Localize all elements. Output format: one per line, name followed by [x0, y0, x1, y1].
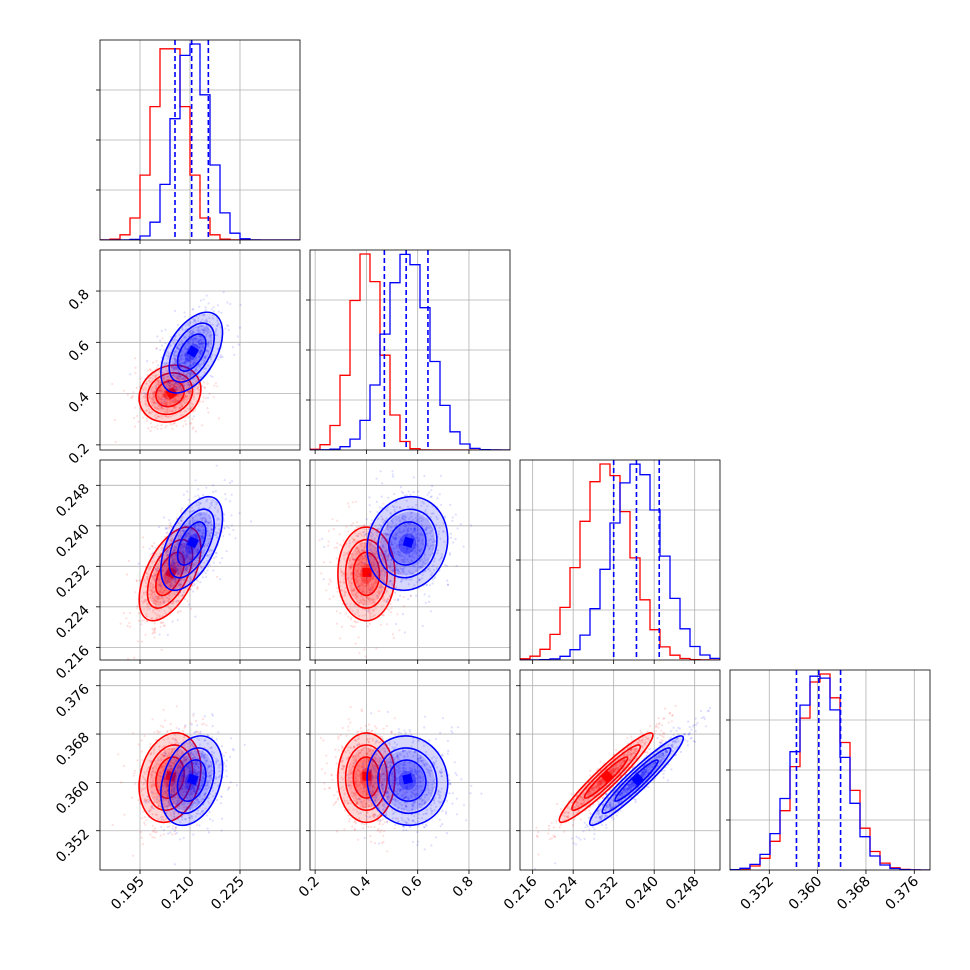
y-tick-label: 0.376 [53, 681, 93, 721]
x-tick-label: 0.360 [786, 874, 826, 914]
histogram-series_a [310, 253, 510, 450]
scatter-series_b [129, 291, 242, 418]
x-tick-label: 0.6 [398, 873, 425, 900]
x-tick-label: 0.8 [450, 874, 477, 901]
panel-3-3 [726, 669, 931, 874]
y-tick-label: 0.248 [53, 481, 93, 521]
histogram-series_a [520, 463, 720, 660]
y-tick-label: 0.232 [53, 562, 93, 602]
y-tick-label: 0.6 [66, 338, 93, 365]
panel-2-1 [306, 459, 511, 664]
x-tick-label: 0.240 [622, 874, 662, 914]
y-tick-label: 0.368 [53, 730, 93, 770]
panel-frame [99, 249, 301, 451]
x-tick-label: 0.195 [108, 874, 148, 914]
y-tick-label: 0.4 [66, 389, 93, 416]
scatter-series_a [111, 705, 231, 857]
density-series_a [558, 732, 654, 824]
histogram-series_a [100, 48, 300, 240]
grid [100, 670, 300, 870]
y-tick-label: 0.216 [53, 643, 93, 683]
x-tick-label: 0.352 [737, 874, 777, 914]
panel-frame [99, 669, 301, 871]
histogram-series_b [310, 253, 510, 450]
y-tick-label: 0.360 [53, 778, 93, 818]
grid [520, 670, 720, 870]
scatter-series_b [321, 470, 473, 634]
y-tick-label: 0.240 [53, 521, 93, 561]
scatter-series_a [318, 500, 413, 658]
x-tick-label: 0.216 [501, 873, 541, 913]
histogram-series_b [730, 675, 930, 870]
y-tick-label: 0.352 [53, 826, 93, 866]
panel-2-2 [516, 459, 721, 664]
panel-frame [309, 669, 511, 871]
density-series_b [366, 495, 449, 592]
panel-3-1 [306, 669, 511, 874]
x-tick-label: 0.376 [882, 873, 922, 913]
panel-1-0 [96, 249, 301, 454]
x-tick-label: 0.368 [834, 874, 874, 914]
panel-frame [519, 669, 721, 871]
panel-0-0 [96, 39, 301, 244]
x-tick-label: 0.225 [208, 874, 248, 914]
x-tick-label: 0.224 [541, 873, 581, 913]
x-tick-label: 0.232 [582, 874, 622, 914]
panel-3-2 [516, 669, 721, 874]
histogram-series_b [520, 463, 720, 660]
x-tick-label: 0.248 [663, 874, 703, 914]
grid [310, 250, 510, 450]
grid [310, 670, 510, 870]
y-tick-label: 0.224 [53, 602, 93, 642]
y-tick-label: 0.2 [66, 440, 93, 467]
grid [730, 670, 930, 870]
panel-2-0 [96, 459, 301, 664]
density-series_b [160, 495, 224, 592]
grid [100, 460, 300, 660]
density-series_b [160, 311, 224, 394]
density-series_b [160, 735, 224, 827]
x-tick-label: 0.210 [158, 874, 198, 914]
y-tick-label: 0.8 [66, 287, 93, 314]
x-tick-label: 0.4 [347, 873, 374, 900]
density-series_a [138, 364, 202, 423]
panel-frame [309, 459, 511, 661]
density-series_a [337, 526, 396, 622]
panel-frame [99, 459, 301, 661]
density-series_b [588, 735, 685, 827]
density-series_a [138, 732, 202, 824]
panel-3-0 [96, 669, 301, 874]
panel-1-1 [306, 249, 511, 454]
x-tick-label: 0.2 [296, 874, 323, 901]
density-series_b [366, 735, 449, 827]
scatter-series_a [111, 337, 220, 444]
